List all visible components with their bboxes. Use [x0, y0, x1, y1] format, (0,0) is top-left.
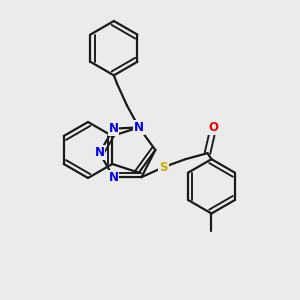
Text: O: O [208, 121, 218, 134]
Text: N: N [134, 121, 144, 134]
Text: N: N [109, 122, 118, 135]
Text: S: S [159, 161, 168, 174]
Text: N: N [94, 146, 104, 159]
Text: N: N [109, 171, 118, 184]
